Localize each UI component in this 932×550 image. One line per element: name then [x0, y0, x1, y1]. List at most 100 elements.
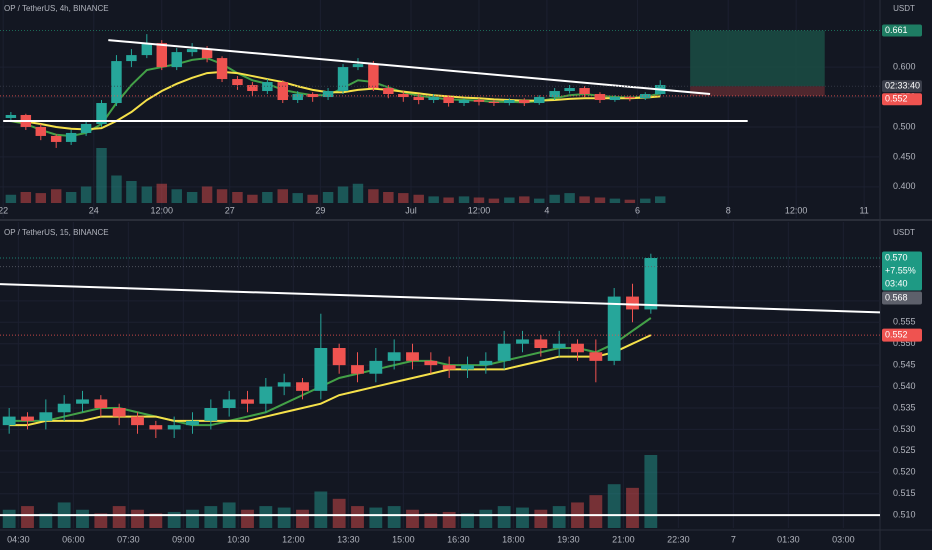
candle-body [57, 403, 71, 413]
volume-bar [277, 507, 291, 528]
y-tick-label: 0.555 [893, 317, 916, 327]
candle-body [534, 97, 545, 104]
candle-body [549, 91, 560, 98]
candle-body [314, 348, 328, 391]
candle-body [368, 64, 379, 89]
price-badge-text: 0.661 [885, 25, 908, 35]
candle-body [552, 343, 566, 348]
trend-line [108, 39, 711, 96]
volume-bar [504, 197, 515, 203]
candle-body [609, 97, 621, 101]
volume-bar [424, 513, 438, 528]
volume-bar [351, 506, 364, 528]
volume-bar [534, 198, 545, 203]
price-badge [882, 291, 922, 305]
volume-bar [549, 194, 560, 203]
candle-body [186, 49, 198, 53]
volume-bar [307, 194, 318, 203]
volume-bar [473, 197, 485, 203]
volume-bar [654, 196, 666, 203]
x-tick-label: 12:00 [282, 534, 305, 544]
candle-body [504, 100, 515, 104]
candle-body [39, 412, 53, 421]
x-tick-label: 22 [0, 205, 8, 215]
x-tick-label: 4 [544, 205, 549, 215]
candle-body [80, 123, 92, 133]
candle-body [497, 343, 511, 361]
candle-body [186, 420, 199, 426]
volume-bar [369, 507, 383, 528]
x-tick-label: 7 [731, 534, 736, 544]
volume-bar [552, 506, 566, 528]
volume-bar [579, 196, 590, 203]
volume-bar [458, 196, 470, 203]
candle-body [644, 258, 658, 310]
x-tick-label: 18:00 [502, 534, 525, 544]
target-zone [690, 30, 825, 87]
volume-bar [204, 506, 218, 528]
candle-body [406, 352, 419, 361]
volume-bar [2, 509, 16, 528]
volume-bar [186, 192, 198, 203]
volume-bar [624, 199, 636, 203]
volume-bar [156, 183, 168, 203]
candle-body [369, 360, 383, 374]
x-tick-label: 19:30 [557, 534, 580, 544]
candle-body [167, 425, 181, 430]
y-tick-label: 0.450 [893, 151, 916, 161]
candle-body [594, 94, 606, 101]
x-tick-label: 6 [635, 205, 640, 215]
x-tick-label: 27 [225, 205, 235, 215]
candle-body [21, 416, 34, 421]
candle-body [589, 352, 603, 361]
volume-bar [126, 181, 137, 203]
volume-bar [594, 197, 606, 203]
y-tick-label: 0.600 [893, 61, 916, 71]
candle-body [579, 88, 590, 95]
volume-bar [352, 183, 364, 203]
candle-body [351, 365, 364, 374]
candle-body [442, 365, 456, 370]
price-badge [882, 80, 922, 93]
y-tick-label: 0.550 [893, 338, 916, 348]
x-tick-label: 12:00 [468, 205, 491, 215]
candle-body [111, 61, 122, 104]
volume-bar [112, 506, 126, 528]
volume-bar [443, 197, 454, 203]
candle-body [50, 135, 62, 142]
volume-bar [497, 506, 511, 528]
x-tick-label: 04:30 [7, 534, 30, 544]
volume-bar [461, 513, 474, 528]
volume-bar [65, 192, 77, 203]
volume-bar [534, 509, 548, 528]
candle-body [413, 97, 424, 101]
x-tick-label: 12:00 [151, 205, 174, 215]
candle-body [479, 360, 493, 366]
volume-bar [644, 455, 658, 528]
candle-body [424, 360, 438, 366]
volume-bar [398, 193, 409, 203]
volume-bar [94, 513, 108, 528]
price-badge [882, 24, 922, 37]
volume-bar [21, 506, 34, 528]
x-tick-label: 11 [859, 205, 868, 215]
x-tick-label: 16:30 [447, 534, 470, 544]
volume-bar [39, 513, 53, 528]
candle-body [2, 416, 16, 426]
volume-bar [20, 192, 32, 203]
volume-bar [277, 189, 288, 203]
volume-bar [296, 509, 309, 528]
candle-body [126, 55, 137, 62]
candle-body [352, 64, 364, 68]
candle-body [5, 114, 17, 118]
candle-body [337, 67, 349, 92]
candle-body [259, 386, 273, 404]
volume-bar [241, 509, 254, 528]
price-badge-text: 0.552 [885, 330, 908, 340]
candle-body [332, 348, 346, 366]
candle-body [222, 399, 236, 408]
price-badge-text: 0.568 [885, 292, 908, 302]
chart-title: OP / TetherUS, 4h, BINANCE [4, 4, 109, 13]
volume-bar [80, 186, 92, 203]
